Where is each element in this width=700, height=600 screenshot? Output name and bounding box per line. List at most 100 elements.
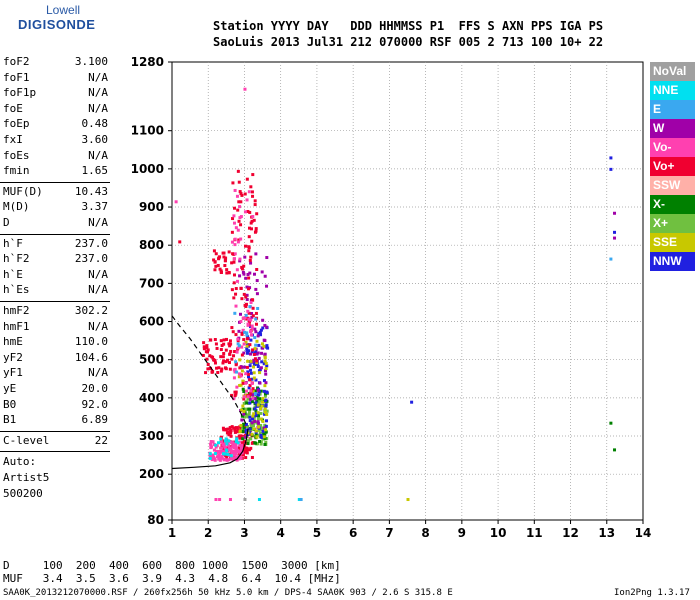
echo-pixel [265,364,269,368]
echo-pixel [227,448,231,452]
echo-pixel [234,440,238,444]
param-name: foEp [3,117,30,131]
echo-pixel [260,400,264,404]
echo-pixel [208,453,212,457]
echo-pixel [246,439,250,443]
param-value: N/A [88,148,108,162]
param-row: yF1 N/A [3,366,108,380]
echo-pixel [262,435,266,439]
echo-pixel [205,346,209,350]
param-value: 237.0 [74,252,108,266]
echo-pixel [233,390,237,394]
echo-pixel [228,367,232,371]
param-row: C-level 22 [3,434,108,448]
echo-pixel [228,344,232,348]
echo-pixel [224,337,228,341]
y-tick-label: 80 [147,513,164,527]
echo-pixel [232,446,236,450]
echo-pixel [245,285,249,289]
echo-pixel [228,352,232,356]
param-row: hmE 110.0 [3,335,108,349]
station-header-labels: Station YYYY DAY DDD HHMMSS P1 FFS S AXN… [213,19,604,33]
echo-pixel [249,318,253,322]
echo-pixel [259,333,263,337]
echo-pixel [244,428,248,432]
echo-pixel [244,295,248,299]
echo-pixel [247,386,251,390]
echo-pixel [204,371,208,375]
echo-pixel [241,452,245,456]
echo-pixel [233,237,237,241]
legend-item: Vo- [650,138,695,157]
echo-pixel [242,439,246,443]
echo-pixel [243,415,247,419]
echo-pixel [253,230,257,234]
echo-pixel [250,298,254,302]
echo-pixel [222,458,226,462]
echo-pixel [221,443,225,447]
echo-pixel [256,403,260,407]
panel-divider [0,233,110,235]
param-name: C-level [3,433,50,447]
param-row: h`F 237.0 [3,237,108,251]
echo-pixel [213,338,217,342]
param-value: 0.48 [81,117,109,131]
echo-pixel [204,350,208,354]
echo-pixel [241,437,245,441]
echo-point [297,498,301,502]
echo-pixel [201,353,205,357]
param-name: h`F2 [3,252,30,266]
echo-pixel [213,458,217,462]
station-header-values: SaoLuis 2013 Jul31 212 070000 RSF 005 2 … [213,35,604,49]
echo-pixel [232,457,236,461]
echo-pixel [220,454,224,458]
param-name: D [3,216,10,229]
echo-pixel [231,449,235,453]
echo-pixel [255,212,259,216]
echo-pixel [260,404,264,408]
echo-pixel [243,192,247,196]
echo-pixel [236,428,240,432]
echo-pixel [209,442,213,446]
echo-pixel [246,273,250,277]
echo-pixel [250,326,254,330]
echo-pixel [234,455,238,459]
echo-pixel [250,393,254,397]
echo-pixel [238,455,242,459]
echo-pixel [209,338,213,342]
echo-pixel [232,214,236,218]
echo-pixel [242,426,246,430]
param-row: foEs N/A [3,149,108,163]
echo-pixel [251,348,255,352]
echo-pixel [233,430,237,434]
param-value: 302.2 [74,304,108,317]
echo-pixel [234,226,238,230]
echo-pixel [238,205,242,209]
y-tick-label: 300 [139,429,164,443]
echo-pixel [251,173,255,177]
echo-pixel [249,300,253,304]
echo-pixel [247,276,251,280]
echo-pixel [229,349,233,353]
echo-pixel [245,348,249,352]
echo-pixel [250,377,254,381]
echo-pixel [259,389,263,393]
echo-pixel [248,343,252,347]
echo-pixel [229,434,233,438]
echo-pixel [241,379,245,383]
echo-pixel [240,265,244,269]
echo-pixel [211,440,215,444]
echo-pixel [248,397,252,401]
echo-pixel [255,292,259,296]
param-value: N/A [88,366,108,380]
echo-pixel [233,394,237,398]
echo-pixel [233,243,237,247]
echo-pixel [254,350,258,354]
echo-pixel [239,192,243,196]
echo-pixel [248,258,252,262]
echo-pixel [255,399,259,403]
param-row: fmin 1.65 [3,164,108,178]
echo-pixel [264,410,268,414]
echo-pixel [265,437,269,441]
echo-point [174,200,178,204]
